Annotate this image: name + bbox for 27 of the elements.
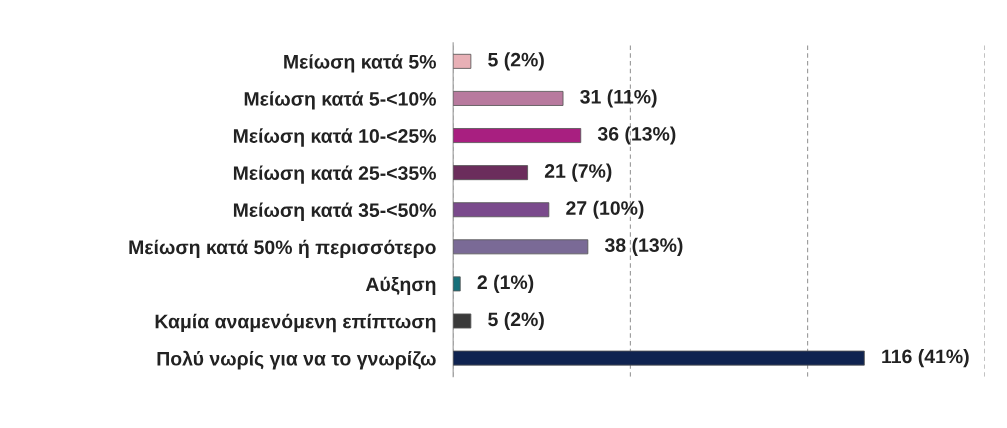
bar (453, 202, 550, 218)
y-tick-label: Καμία αναμενόμενη επίπτωση (155, 313, 436, 333)
data-label: 5 (2%) (488, 311, 544, 331)
bar (453, 128, 582, 143)
y-tick-label: Μείωση κατά 25-<35% (233, 165, 436, 184)
data-label: 5 (2%) (488, 52, 544, 71)
bar (453, 313, 472, 329)
bar (453, 239, 589, 255)
y-tick-label: Μείωση κατά 50% ή περισσότερο (129, 239, 436, 259)
data-label: 31 (11%) (580, 89, 657, 108)
bar (453, 165, 529, 181)
bar (453, 276, 461, 292)
data-label: 38 (13%) (604, 237, 683, 256)
data-label: 27 (10%) (566, 200, 644, 219)
y-tick-label: Πολύ νωρίς για να το γνωρίζω (157, 350, 436, 370)
y-tick-label: Μείωση κατά 5-<10% (244, 91, 436, 110)
data-label: 116 (41%) (882, 349, 969, 368)
y-tick-label: Αύξηση (365, 276, 436, 296)
bar (453, 350, 865, 366)
y-tick-label: Μείωση κατά 10-<25% (233, 128, 436, 147)
data-label: 36 (13%) (597, 126, 676, 145)
bar (453, 53, 472, 69)
y-tick-label: Μείωση κατά 35-<50% (233, 202, 436, 221)
y-tick-label: Μείωση κατά 5% (284, 54, 436, 73)
data-label: 2 (1%) (477, 274, 534, 293)
bar (453, 90, 564, 106)
data-label: 21 (7%) (544, 163, 612, 182)
